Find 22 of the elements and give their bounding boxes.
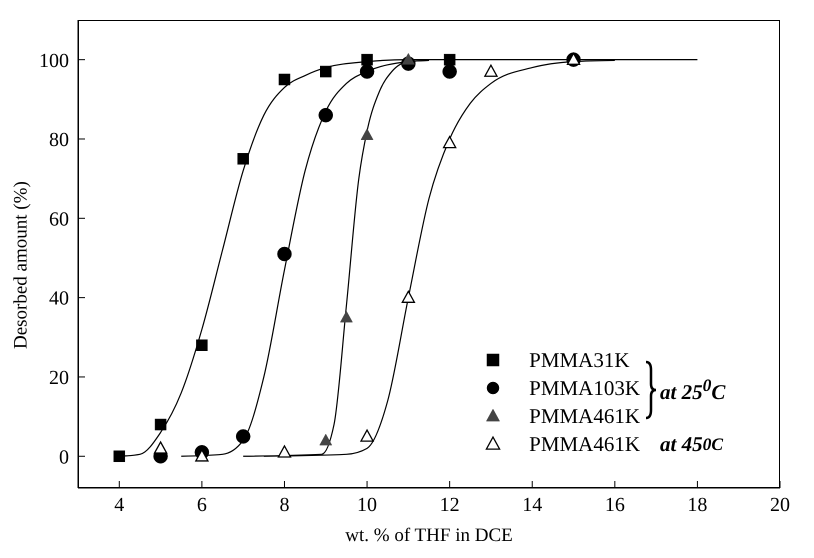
y-tick-label: 20 [49,367,69,390]
annotation: at 25$^{0}$C [660,375,726,405]
y-tick-label: 0 [59,446,69,468]
legend-label: PMMA103K [529,376,640,400]
x-tick-label: 14 [522,494,542,516]
x-tick-label: 20 [770,494,790,516]
legend-label: PMMA461K [529,404,640,428]
x-axis-title: wt. % of THF in DCE [345,525,513,546]
x-tick-label: 18 [687,494,708,516]
y-axis-title: Desorbed amount (%) [10,181,32,349]
x-tick-label: 16 [604,494,625,516]
x-tick-label: 10 [357,494,378,516]
y-tick-label: 80 [49,129,69,152]
y-tick-label: 60 [49,208,69,230]
legend-label: PMMA461K [529,432,640,456]
y-tick-label: 100 [39,50,69,72]
x-tick-label: 12 [440,494,460,516]
legend-label: PMMA31K [529,348,630,372]
y-tick-label: 40 [49,288,69,310]
x-tick-label: 8 [279,494,290,516]
x-tick-label: 6 [196,494,207,516]
x-tick-label: 4 [114,494,124,516]
